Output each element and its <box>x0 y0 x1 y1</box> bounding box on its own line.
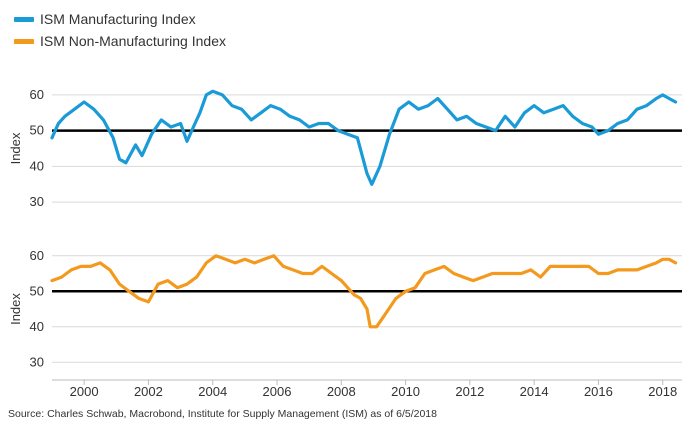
source-note: Source: Charles Schwab, Macrobond, Insti… <box>8 408 437 420</box>
x-tick-label: 2014 <box>520 384 549 399</box>
x-tick-label: 2012 <box>455 384 484 399</box>
legend-label-manufacturing: ISM Manufacturing Index <box>40 11 196 27</box>
x-tick-label: 2018 <box>648 384 677 399</box>
legend-item-non-manufacturing: ISM Non-Manufacturing Index <box>14 30 226 52</box>
y-tick-label: 50 <box>30 283 44 298</box>
y-axis-label: Index <box>8 293 23 325</box>
legend: ISM Manufacturing Index ISM Non-Manufact… <box>14 8 226 52</box>
legend-item-manufacturing: ISM Manufacturing Index <box>14 8 226 30</box>
legend-label-non-manufacturing: ISM Non-Manufacturing Index <box>40 33 226 49</box>
y-axis-label: Index <box>8 132 23 164</box>
y-tick-label: 60 <box>30 87 44 102</box>
x-tick-label: 2002 <box>134 384 163 399</box>
series-line-manufacturing <box>50 89 678 186</box>
x-tick-label: 2008 <box>327 384 356 399</box>
y-tick-label: 30 <box>30 354 44 369</box>
y-tick-label: 30 <box>30 194 44 209</box>
x-tick-label: 2004 <box>198 384 227 399</box>
x-tick-label: 2006 <box>263 384 292 399</box>
x-tick-label: 2016 <box>584 384 613 399</box>
y-tick-label: 40 <box>30 158 44 173</box>
chart-area: 30 40 50 60 Index 30 40 50 60 Index 2000 2002 2004 20… <box>8 87 682 399</box>
series-line-non-manufacturing <box>50 254 678 329</box>
y-tick-label: 40 <box>30 319 44 334</box>
y-tick-label: 60 <box>30 248 44 263</box>
x-tick-label: 2000 <box>70 384 99 399</box>
x-tick-label: 2010 <box>391 384 420 399</box>
legend-swatch-non-manufacturing <box>14 38 34 44</box>
legend-swatch-manufacturing <box>14 16 34 22</box>
y-tick-label: 50 <box>30 123 44 138</box>
